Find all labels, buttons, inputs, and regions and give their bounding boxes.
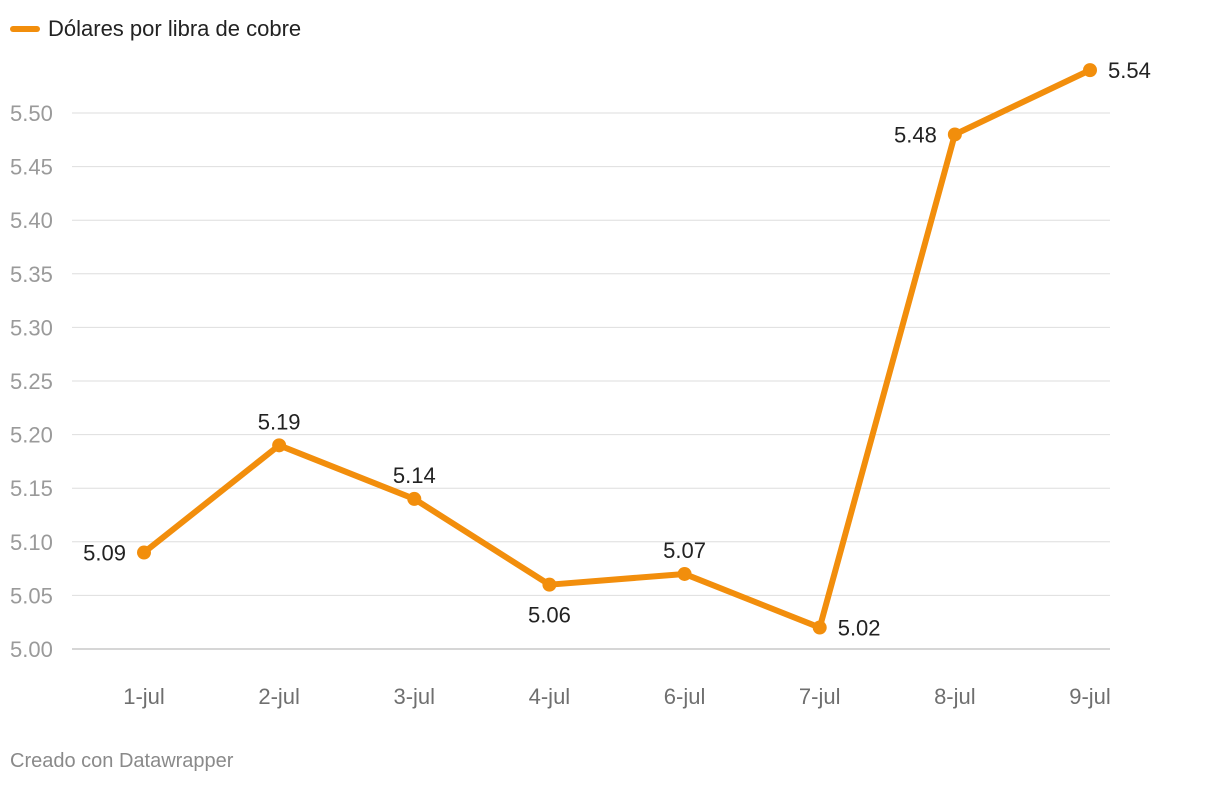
data-point — [407, 491, 422, 506]
x-tick-label: 3-jul — [393, 684, 435, 709]
data-label: 5.54 — [1108, 58, 1151, 83]
data-label: 5.19 — [258, 409, 301, 434]
y-tick-label: 5.35 — [10, 262, 53, 287]
data-point — [812, 620, 827, 635]
footer-credit: Creado con Datawrapper — [10, 750, 234, 772]
data-point — [542, 577, 557, 592]
y-tick-label: 5.20 — [10, 423, 53, 448]
x-tick-label: 7-jul — [799, 684, 841, 709]
y-tick-label: 5.10 — [10, 530, 53, 555]
legend-label: Dólares por libra de cobre — [48, 16, 302, 41]
data-point — [1083, 63, 1097, 78]
y-tick-label: 5.00 — [10, 637, 53, 662]
x-tick-label: 1-jul — [123, 684, 165, 709]
data-label: 5.09 — [83, 541, 126, 566]
x-tick-label: 4-jul — [529, 684, 571, 709]
data-label: 5.06 — [528, 603, 571, 628]
data-label: 5.02 — [838, 616, 881, 641]
data-point — [677, 566, 692, 581]
y-tick-label: 5.40 — [10, 208, 53, 233]
y-tick-label: 5.45 — [10, 155, 53, 180]
legend-swatch — [10, 26, 40, 32]
x-tick-label: 2-jul — [258, 684, 300, 709]
y-tick-label: 5.50 — [10, 101, 53, 126]
data-label: 5.14 — [393, 463, 436, 488]
x-tick-label: 6-jul — [664, 684, 706, 709]
data-point — [947, 127, 962, 142]
data-label: 5.07 — [663, 538, 706, 563]
x-tick-label: 9-jul — [1069, 684, 1111, 709]
data-point — [272, 438, 287, 453]
data-point — [137, 545, 151, 560]
legend: Dólares por libra de cobre — [10, 16, 301, 42]
y-tick-label: 5.15 — [10, 476, 53, 501]
y-tick-label: 5.05 — [10, 583, 53, 608]
data-label: 5.48 — [894, 122, 937, 147]
x-tick-label: 8-jul — [934, 684, 976, 709]
series-line — [141, 67, 1093, 631]
y-tick-label: 5.25 — [10, 369, 53, 394]
y-tick-label: 5.30 — [10, 315, 53, 340]
